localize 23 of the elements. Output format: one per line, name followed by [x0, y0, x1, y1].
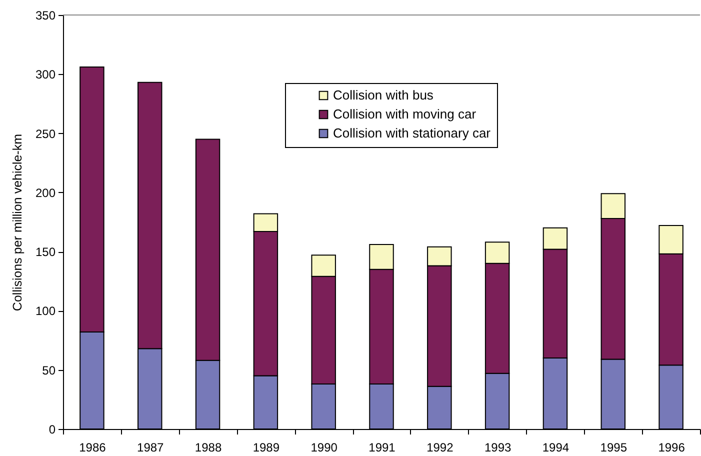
legend-label: Collision with bus	[333, 88, 434, 102]
y-tick-label: 100	[35, 304, 56, 318]
y-tick-label: 0	[48, 422, 56, 436]
legend-label: Collision with stationary car	[333, 126, 492, 140]
x-tick-label: 1993	[484, 440, 512, 454]
x-tick-label: 1992	[426, 440, 454, 454]
x-tick-label: 1989	[252, 440, 280, 454]
x-tick-label: 1996	[658, 440, 686, 454]
y-tick-label: 150	[35, 245, 56, 260]
y-tick-label: 300	[35, 68, 56, 82]
y-tick-label: 350	[35, 8, 56, 22]
x-tick-label: 1994	[542, 440, 570, 454]
y-tick-label: 250	[35, 126, 56, 141]
legend-label: Collision with moving car	[333, 106, 477, 122]
y-tick-label: 200	[35, 186, 56, 200]
x-tick-label: 1986	[79, 440, 106, 454]
x-tick-label: 1988	[194, 440, 222, 454]
y-axis-title: Collisions per million vehicle-km	[10, 134, 24, 312]
x-tick-label: 1995	[600, 440, 628, 454]
x-tick-label: 1990	[310, 440, 338, 454]
x-tick-label: 1991	[368, 440, 396, 454]
y-tick-label: 50	[42, 363, 56, 378]
x-tick-label: 1987	[137, 440, 164, 454]
